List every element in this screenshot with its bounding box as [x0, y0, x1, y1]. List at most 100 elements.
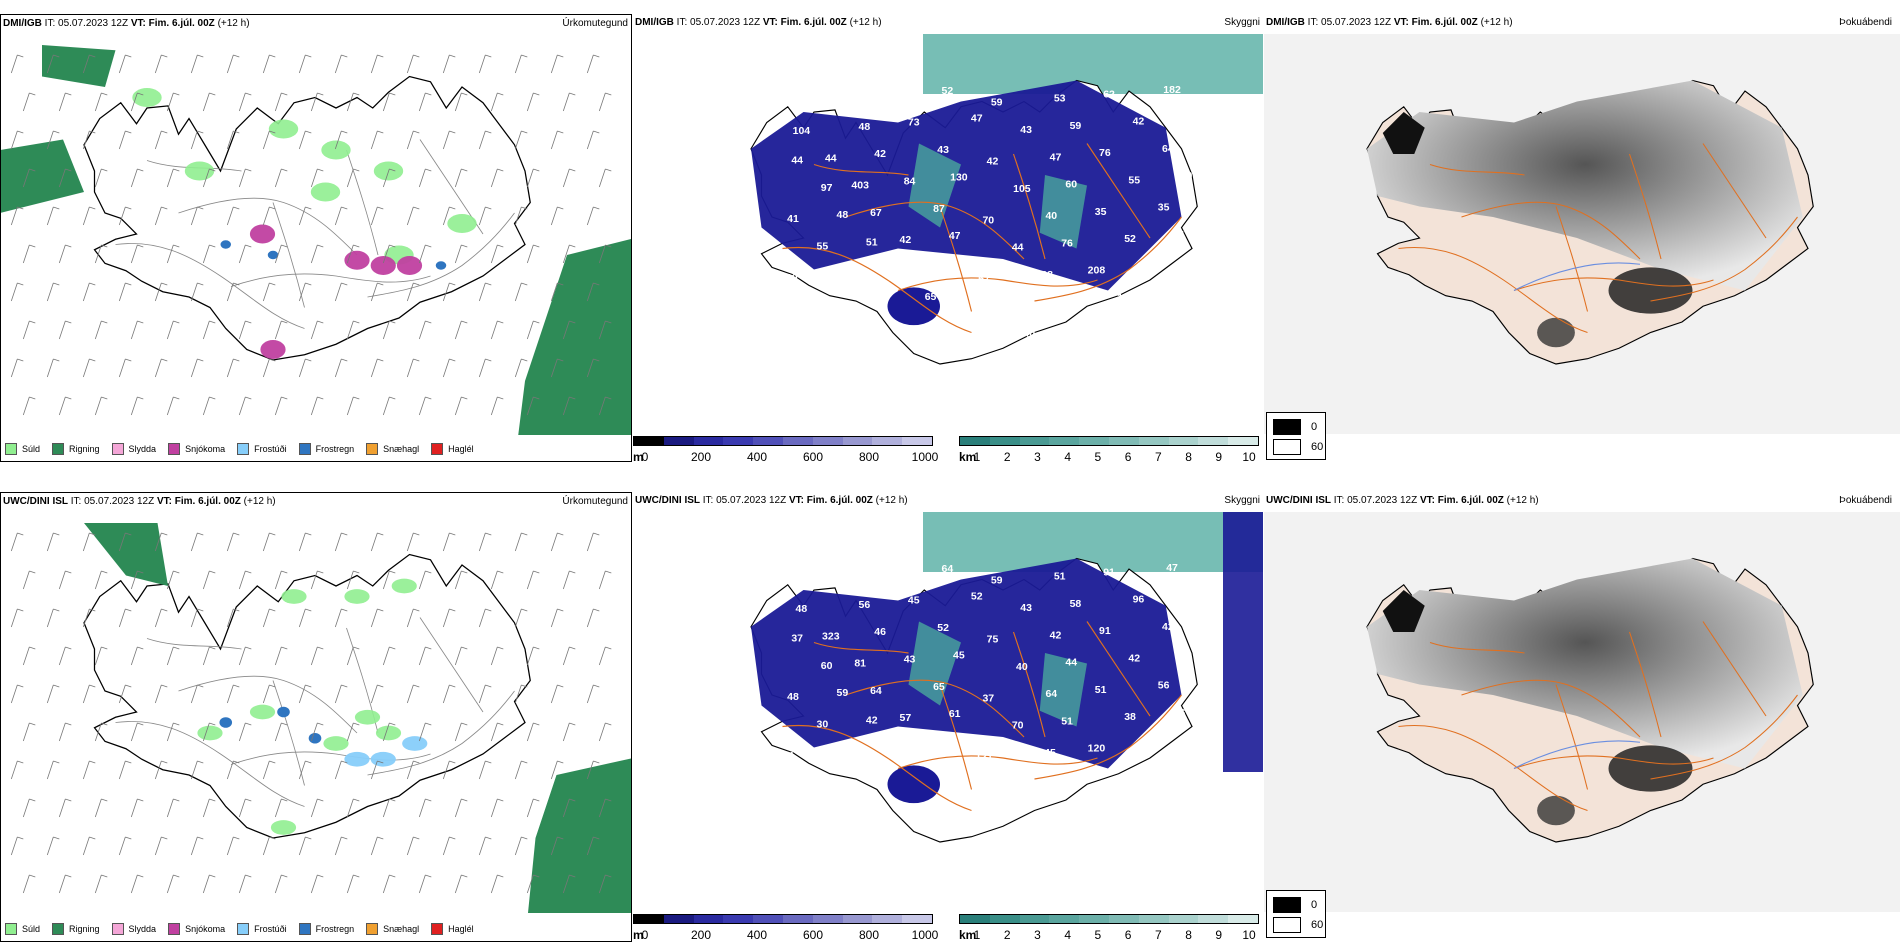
- visibility-area: [1039, 653, 1087, 727]
- wind-barb: [370, 532, 384, 552]
- wind-barb: [310, 646, 324, 666]
- drizzle-area: [184, 161, 215, 181]
- wind-barb: [598, 722, 612, 742]
- wind-barb: [58, 646, 72, 666]
- colorbar-strip: [633, 914, 933, 924]
- wind-barb: [526, 798, 540, 818]
- road-line: [1012, 153, 1046, 260]
- wind-barb: [382, 244, 396, 264]
- wind-barb: [418, 168, 432, 188]
- freezing-drizzle-area: [370, 751, 396, 767]
- wind-barb: [478, 130, 492, 150]
- sea-visibility-area: [923, 34, 1263, 94]
- road-line: [1429, 642, 1525, 654]
- road-line: [178, 675, 358, 734]
- wind-barb: [418, 798, 432, 818]
- wind-barb: [298, 684, 312, 704]
- wind-barb: [118, 206, 132, 226]
- cloud-base-label: 48: [787, 691, 799, 703]
- wind-barb: [202, 92, 216, 112]
- wind-barb: [478, 206, 492, 226]
- cloud-base-label: 30: [817, 719, 829, 731]
- cloud-base-label: 40: [1045, 210, 1057, 222]
- road-line: [1513, 277, 1714, 291]
- wind-barb: [10, 130, 24, 150]
- wind-barb: [82, 206, 96, 226]
- colorbar-step: [1049, 437, 1080, 445]
- panel-title: UWC/DINI ISL IT: 05.07.2023 12Z VT: Fim.…: [3, 496, 276, 507]
- wind-barb: [94, 570, 108, 590]
- panel-label: Úrkomutegund: [562, 496, 628, 507]
- colorbar-tick: 9: [1215, 450, 1223, 462]
- legend-label: Snjókoma: [185, 924, 226, 934]
- fog-legend-row: 0: [1273, 419, 1317, 435]
- wind-barb: [550, 684, 564, 704]
- road-line: [1398, 725, 1588, 811]
- cloud-base-label: 85: [829, 572, 841, 584]
- cloud-base-label: 52: [879, 567, 891, 579]
- freezing-rain-area: [435, 261, 447, 270]
- wind-barb: [346, 320, 360, 340]
- wind-barb: [118, 358, 132, 378]
- drizzle-area: [354, 709, 381, 725]
- wind-barb: [262, 282, 276, 302]
- wind-barb: [298, 130, 312, 150]
- wind-barb: [550, 54, 564, 74]
- wind-barb: [190, 532, 204, 552]
- colorbar-tick: 1000: [911, 450, 939, 462]
- wind-barb: [154, 358, 168, 378]
- cloud-base-label: 75: [987, 634, 999, 646]
- wind-barb: [562, 92, 576, 112]
- wind-barb: [226, 836, 240, 856]
- wind-barb: [58, 396, 72, 416]
- wind-barb: [586, 130, 600, 150]
- legend-swatch: [111, 443, 124, 455]
- wind-barb: [478, 54, 492, 74]
- drizzle-area: [197, 725, 223, 741]
- wind-barb: [118, 760, 132, 780]
- cloud-base-label: 120: [1175, 170, 1193, 182]
- wind-barb: [382, 570, 396, 590]
- wind-barb: [154, 54, 168, 74]
- cloud-base-label: 76: [945, 289, 957, 301]
- road-line: [115, 721, 305, 807]
- cloud-base-label: 65: [925, 291, 937, 303]
- wind-barb: [442, 684, 456, 704]
- wind-barb: [586, 206, 600, 226]
- panel-label: Úrkomutegund: [562, 18, 628, 29]
- cloud-base-label: 59: [991, 97, 1003, 109]
- colorbar-step: [782, 437, 813, 445]
- cloud-base-label: 52: [1124, 233, 1136, 245]
- colorbar-tick: 600: [802, 450, 824, 462]
- wind-barb: [274, 874, 288, 894]
- wind-barb: [118, 54, 132, 74]
- cloud-base-label: 42: [1162, 621, 1174, 633]
- drizzle-area: [270, 820, 297, 835]
- rain-area: [84, 523, 168, 586]
- wind-barb: [130, 244, 144, 264]
- wind-barb: [406, 206, 420, 226]
- colorbar-step: [872, 437, 903, 445]
- cloud-base-label: 64: [870, 685, 882, 697]
- cloud-base-label: 51: [1061, 715, 1073, 727]
- road-line: [1702, 143, 1767, 239]
- colorbar-tick: 4: [1064, 928, 1071, 942]
- cloud-base-colorbar: m 0 200 400 600 800 1000: [633, 914, 938, 942]
- cloud-base-label: 70: [832, 746, 844, 758]
- wind-barb: [154, 532, 168, 552]
- cloud-base-label: 44: [1065, 657, 1077, 669]
- colorbar-step: [634, 915, 664, 923]
- fog-index-area: [1367, 558, 1803, 769]
- wind-barb: [238, 320, 252, 340]
- wind-barb: [166, 722, 180, 742]
- wind-barb: [94, 244, 108, 264]
- legend-item: Súld: [5, 443, 40, 455]
- wind-barb: [406, 684, 420, 704]
- cloud-base-label: 323: [822, 630, 840, 642]
- colorbar-tick: 200: [690, 450, 712, 462]
- wind-barb: [478, 684, 492, 704]
- road-line: [1429, 164, 1525, 176]
- wind-barb: [562, 320, 576, 340]
- wind-barb: [82, 836, 96, 856]
- road-line: [367, 690, 515, 776]
